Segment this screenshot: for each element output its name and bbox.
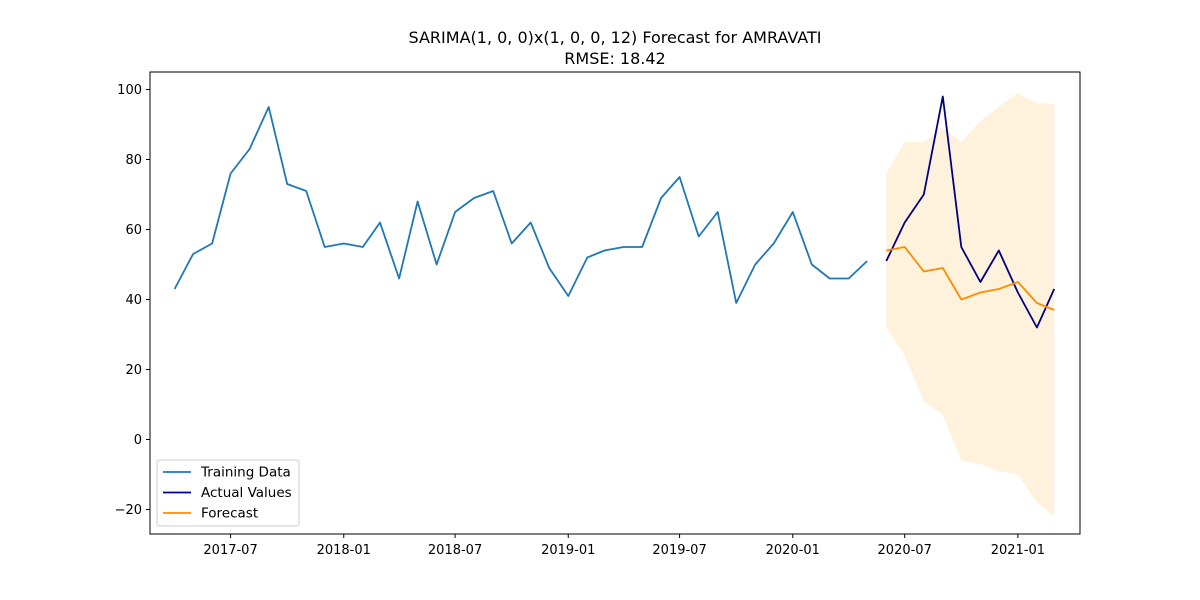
series-line-training-data <box>173 106 868 304</box>
x-tick-label: 2017-07 <box>203 543 257 558</box>
chart-title: SARIMA(1, 0, 0)x(1, 0, 0, 12) Forecast f… <box>409 28 822 47</box>
x-tick-label: 2021-01 <box>991 543 1045 558</box>
y-tick-label: 40 <box>125 293 142 308</box>
series-line-forecast <box>886 246 1055 311</box>
x-tick-label: 2018-01 <box>317 543 371 558</box>
legend-label-actual-values: Actual Values <box>201 485 292 501</box>
x-tick-label: 2018-07 <box>428 543 482 558</box>
confidence-band <box>886 93 1055 517</box>
x-tick-label: 2019-07 <box>652 543 706 558</box>
x-tick-label: 2020-07 <box>878 543 932 558</box>
y-tick-label: 80 <box>125 153 142 168</box>
y-tick-label: 20 <box>125 363 142 378</box>
legend-box <box>156 459 300 527</box>
legend-label-forecast: Forecast <box>201 506 258 522</box>
y-axis: −20 0 20 40 60 80 100 <box>115 83 150 518</box>
confidence-band-layer <box>886 93 1055 517</box>
plot-frame <box>149 71 1081 535</box>
y-tick-label: 60 <box>125 223 142 238</box>
y-tick-label: 0 <box>134 433 142 448</box>
legend-label-training-data: Training Data <box>200 465 291 481</box>
y-tick-label: −20 <box>115 503 142 518</box>
y-tick-label: 100 <box>117 83 142 98</box>
series-layer <box>173 95 1056 329</box>
x-axis: 2017-07 2018-01 2018-07 2019-01 2019-07 2020-… <box>203 534 1045 558</box>
x-tick-label: 2020-01 <box>766 543 820 558</box>
chart-subtitle: RMSE: 18.42 <box>564 49 665 68</box>
legend: Training Data Actual Values Forecast <box>156 459 300 527</box>
x-tick-label: 2019-01 <box>541 543 595 558</box>
series-line-actual-values <box>885 95 1056 329</box>
